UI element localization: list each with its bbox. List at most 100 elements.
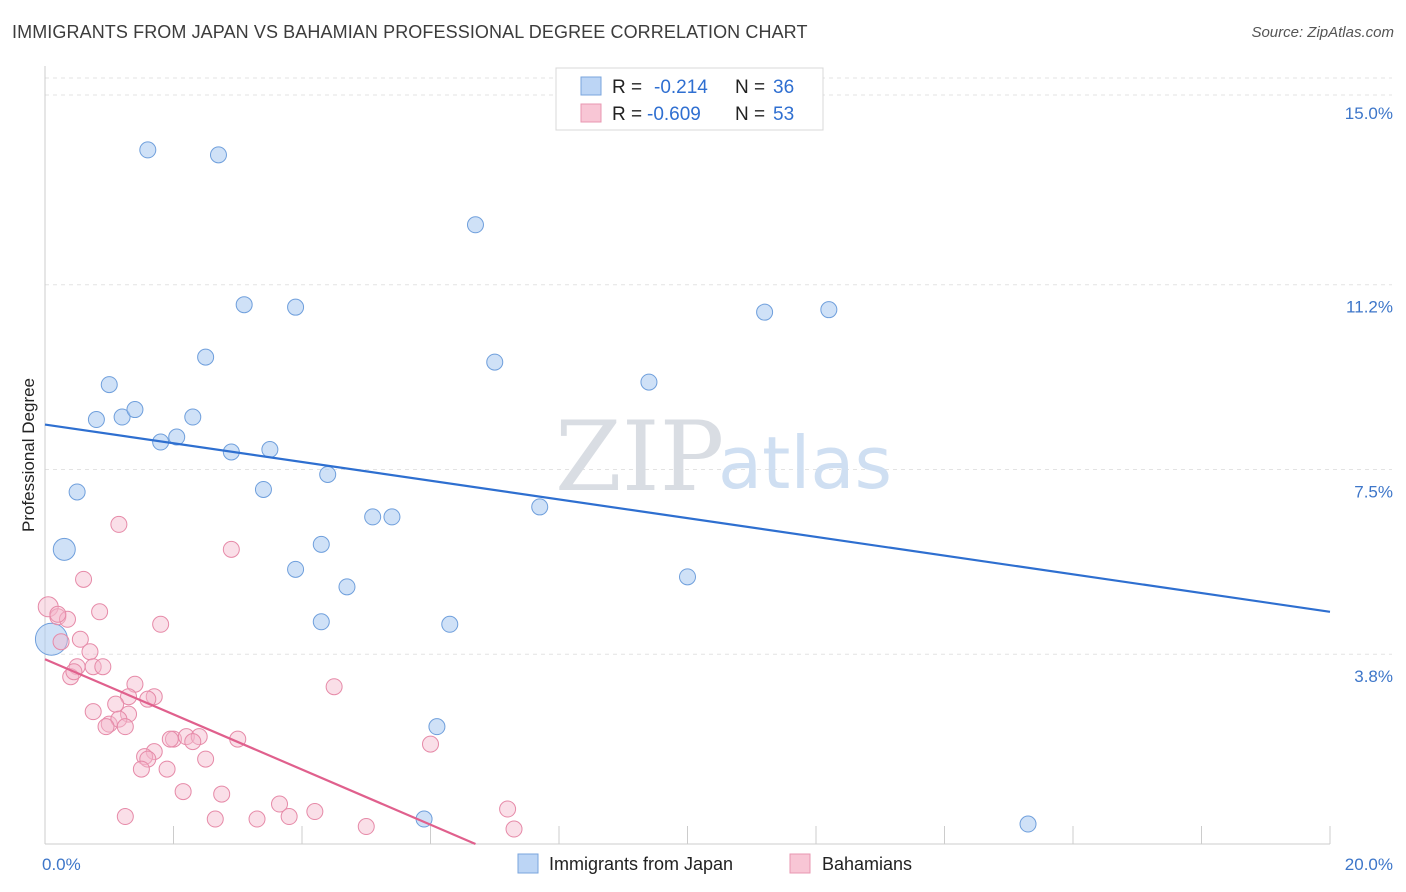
point-japan [319,465,337,483]
x-tick-label-max: 20.0% [1345,855,1393,874]
point-japan [640,373,658,391]
x-tick-labels: 0.0% 20.0% [42,855,1393,874]
point-bahamians [84,703,102,721]
point-bahamians [91,603,109,621]
series-swatch-bahamians [789,853,811,874]
point-japan [312,535,330,553]
legend-swatch-japan [580,76,602,96]
y-axis-label: Professional Degree [19,378,38,532]
data-points [34,141,1037,838]
point-bahamians [71,630,89,648]
point-japan [338,578,356,596]
point-japan [466,216,484,234]
watermark: ZIP atlas [555,401,892,513]
point-bahamians [357,818,375,836]
point-bahamians [152,615,170,633]
point-bahamians [325,678,343,696]
point-bahamians [248,810,266,828]
point-japan [87,411,105,429]
point-japan [184,408,202,426]
point-japan [364,508,382,526]
point-bahamians [84,658,102,676]
point-bahamians [422,735,439,753]
chart-title: IMMIGRANTS FROM JAPAN VS BAHAMIAN PROFES… [12,22,808,42]
point-bahamians [49,605,67,623]
watermark-atlas: atlas [718,421,892,505]
y-tick-label: 15.0% [1345,104,1393,123]
point-bahamians [271,795,289,813]
point-japan [383,508,401,526]
point-japan [254,480,272,498]
point-japan [441,615,459,633]
point-bahamians [505,820,523,838]
point-bahamians [58,610,76,628]
point-japan [531,498,549,516]
point-bahamians [110,515,128,533]
y-tick-label: 7.5% [1354,482,1393,501]
legend-r-value-1: -0.214 [654,77,708,98]
series-legend: Immigrants from Japan Bahamians [517,853,912,874]
point-japan [235,296,253,314]
point-bahamians [120,705,138,723]
point-bahamians [139,750,157,768]
legend-n-label-1: N = [735,77,765,98]
point-japan [428,718,446,736]
trend-line-japan [44,423,1331,613]
trend-line-bahamians [44,658,476,846]
point-japan [197,348,215,366]
legend-swatch-bahamians [580,103,602,123]
legend-r-label-2: R = [612,104,642,125]
point-bahamians [174,783,192,801]
point-japan [34,622,68,656]
legend-r-label-1: R = [612,77,642,98]
point-bahamians [116,808,134,826]
point-bahamians [161,730,179,748]
point-bahamians [213,785,231,803]
point-japan [1019,815,1037,833]
point-japan [287,298,305,316]
point-bahamians [37,596,59,618]
trend-lines [44,423,1331,846]
point-japan [261,441,279,459]
point-bahamians [132,760,150,778]
point-japan [287,560,305,578]
legend-n-label-2: N = [735,104,765,125]
point-japan [820,301,838,319]
point-bahamians [222,540,240,558]
point-japan [679,568,696,586]
point-bahamians [158,760,176,778]
point-japan [312,613,330,631]
point-japan [52,537,76,561]
point-bahamians [184,733,202,751]
point-japan [168,428,186,446]
legend-n-value-2: 53 [773,104,794,125]
point-japan [68,483,86,501]
point-bahamians [97,718,115,736]
point-japan [126,401,144,419]
stats-legend: R = -0.214 N = 36 R = -0.609 N = 53 [555,67,824,131]
point-japan [209,146,227,164]
y-tick-label: 11.2% [1346,298,1393,317]
legend-n-value-1: 36 [773,77,794,98]
legend-r-value-2: -0.609 [647,104,701,125]
point-bahamians [116,718,134,736]
point-bahamians [306,803,324,821]
source-label: Source: ZipAtlas.com [1251,24,1394,41]
point-bahamians [499,800,517,818]
point-japan [486,353,504,371]
point-japan [113,408,131,426]
point-japan [756,303,774,321]
x-tick-label-min: 0.0% [42,855,81,874]
point-bahamians [81,643,99,661]
point-bahamians [206,810,224,828]
point-japan [139,141,157,159]
axes [44,66,1331,845]
watermark-zip: ZIP [555,401,724,513]
series-name-japan: Immigrants from Japan [549,854,733,874]
point-japan [100,376,118,394]
point-bahamians [75,570,93,588]
y-tick-labels: 3.8% 7.5% 11.2% 15.0% [1345,104,1393,686]
grid-lines [45,77,1392,655]
point-bahamians [94,658,112,676]
